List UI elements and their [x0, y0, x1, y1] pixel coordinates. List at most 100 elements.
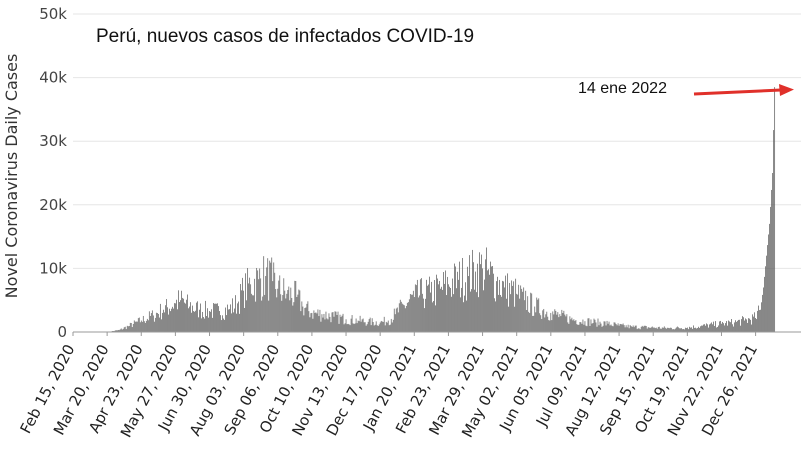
- bar: [259, 268, 261, 332]
- bar: [448, 284, 449, 332]
- bar: [281, 300, 283, 332]
- bar: [328, 313, 330, 332]
- bar: [142, 315, 144, 332]
- bar: [723, 323, 724, 332]
- bar: [486, 247, 487, 332]
- bar: [614, 322, 616, 332]
- bar: [322, 317, 324, 332]
- bar: [622, 323, 624, 332]
- bar: [156, 313, 158, 332]
- bar: [317, 309, 319, 332]
- bar: [588, 318, 590, 332]
- bar: [613, 322, 615, 332]
- bar: [657, 326, 659, 332]
- bar: [505, 275, 506, 332]
- bar: [620, 324, 622, 332]
- bar: [653, 327, 655, 332]
- bar: [670, 327, 672, 332]
- bar: [383, 316, 385, 332]
- bar: [746, 319, 747, 332]
- bar: [241, 290, 242, 332]
- bar: [271, 257, 273, 332]
- bar: [698, 326, 699, 332]
- bar: [702, 325, 703, 332]
- bar: [218, 306, 219, 332]
- bar: [323, 313, 325, 332]
- bar: [714, 325, 715, 332]
- bar: [560, 316, 562, 332]
- bar: [545, 314, 547, 332]
- bar: [673, 329, 675, 332]
- bar: [392, 319, 394, 332]
- bar: [310, 313, 312, 332]
- bar: [630, 326, 632, 332]
- bar: [183, 298, 184, 332]
- bar: [127, 326, 129, 332]
- bar: [654, 328, 656, 332]
- bar: [179, 302, 180, 332]
- bar: [288, 286, 290, 332]
- bar: [355, 318, 357, 332]
- bar: [544, 317, 546, 332]
- bar: [693, 325, 694, 332]
- bar: [543, 308, 545, 332]
- bar: [289, 300, 291, 332]
- bar: [473, 262, 474, 332]
- bar: [738, 319, 739, 332]
- bar: [350, 318, 352, 332]
- bar: [641, 325, 643, 332]
- bar: [521, 288, 523, 332]
- bar: [130, 323, 132, 332]
- bar: [284, 290, 286, 332]
- bar: [211, 309, 212, 332]
- bar: [356, 323, 358, 332]
- bar: [397, 312, 399, 332]
- bar: [707, 324, 708, 332]
- bar: [301, 301, 303, 332]
- bar: [353, 324, 355, 332]
- bar: [495, 301, 496, 332]
- bar: [597, 318, 599, 332]
- bar: [762, 294, 763, 332]
- bar: [146, 318, 148, 332]
- bar: [716, 327, 717, 332]
- bar: [401, 303, 403, 332]
- bar: [343, 324, 345, 332]
- bar: [362, 318, 364, 332]
- bar: [153, 321, 155, 332]
- bar: [751, 324, 752, 332]
- bar: [143, 321, 145, 332]
- bar: [643, 325, 645, 332]
- bar: [579, 322, 581, 332]
- bar: [628, 328, 630, 332]
- bar: [599, 321, 601, 332]
- bar: [503, 281, 504, 332]
- y-tick-label: 10k: [39, 259, 67, 277]
- bar: [407, 302, 409, 332]
- bar: [771, 189, 773, 332]
- bar: [151, 310, 153, 332]
- bar: [721, 323, 722, 332]
- bar: [166, 299, 167, 332]
- bar: [273, 262, 275, 332]
- bar: [371, 318, 373, 332]
- bar: [168, 314, 169, 332]
- bar: [731, 318, 732, 332]
- bar: [477, 263, 478, 332]
- bar: [737, 320, 738, 332]
- bar: [508, 306, 510, 332]
- bar: [682, 329, 684, 332]
- bar: [339, 314, 341, 332]
- bar: [683, 329, 685, 332]
- bar: [361, 319, 363, 332]
- bar: [528, 311, 530, 332]
- bar: [406, 302, 408, 332]
- bar: [249, 277, 251, 332]
- bar: [573, 319, 575, 332]
- bar: [564, 314, 566, 332]
- bar: [606, 320, 608, 332]
- bar: [234, 308, 235, 332]
- bar: [760, 309, 761, 332]
- bar: [755, 318, 756, 332]
- bar: [216, 303, 217, 332]
